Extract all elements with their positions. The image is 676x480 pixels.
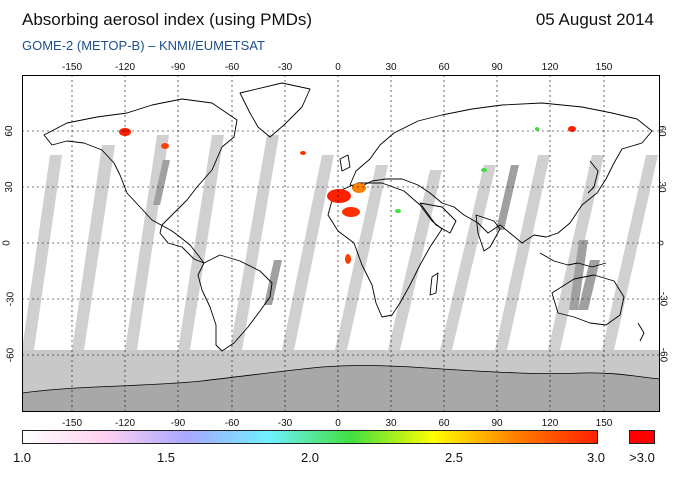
hotspot-sudan	[395, 209, 401, 213]
lon-tick-top: -90	[170, 62, 186, 73]
north-america	[43, 98, 238, 264]
map-date: 05 August 2014	[535, 10, 654, 29]
lon-tick-top: 30	[385, 62, 397, 73]
map-subtitle: GOME-2 (METOP-B) – KNMI/EUMETSAT	[22, 38, 265, 53]
graticule	[22, 75, 660, 412]
australia	[551, 274, 625, 326]
lon-tick-bottom: 30	[385, 418, 397, 429]
eurasia	[349, 102, 653, 244]
south-america	[197, 254, 273, 352]
lon-tick-top: 90	[491, 62, 503, 73]
colorbar	[22, 430, 598, 444]
lon-tick-bottom: 0	[335, 418, 341, 429]
aerosol-hotspots	[119, 126, 576, 264]
lat-tick-left: -60	[5, 347, 17, 363]
lon-tick-bottom: -30	[277, 418, 293, 429]
lon-tick-bottom: -120	[114, 418, 136, 429]
lon-tick-top: 60	[438, 62, 450, 73]
world-map	[22, 75, 660, 412]
lat-tick-left: 0	[1, 240, 13, 246]
hotspot-central-asia	[481, 168, 487, 172]
japan	[587, 160, 599, 194]
antarctica	[22, 365, 660, 412]
lon-tick-bottom: 90	[491, 418, 503, 429]
lon-tick-bottom: 120	[541, 418, 559, 429]
hotspot-atlantic	[300, 151, 306, 155]
hotspot-east-asia	[568, 126, 576, 132]
lon-tick-bottom: 60	[438, 418, 450, 429]
lon-tick-bottom: 150	[595, 418, 613, 429]
map-border	[22, 75, 660, 412]
lat-tick-left: -30	[5, 291, 17, 307]
lon-tick-bottom: -150	[61, 418, 83, 429]
colorbar-label: 2.0	[300, 450, 320, 465]
colorbar-label: 2.5	[444, 450, 464, 465]
lon-tick-top: 0	[335, 62, 341, 73]
hotspot-sahara-north	[352, 183, 366, 193]
africa	[327, 182, 443, 318]
hotspot-canada-east	[161, 143, 169, 149]
lon-tick-top: 120	[541, 62, 559, 73]
hotspot-central-africa	[345, 254, 351, 264]
map-title: Absorbing aerosol index (using PMDs)	[22, 10, 313, 29]
continent-outlines	[43, 82, 653, 352]
indonesia	[539, 252, 607, 268]
lat-tick-left: 60	[4, 125, 16, 137]
india	[475, 214, 501, 252]
lon-tick-top: -60	[224, 62, 240, 73]
british-isles	[339, 154, 351, 172]
lon-tick-top: 150	[595, 62, 613, 73]
colorbar-label: 1.5	[156, 450, 176, 465]
lon-tick-top: -30	[277, 62, 293, 73]
arabia	[419, 202, 457, 234]
lat-tick-left: 30	[4, 181, 16, 193]
lon-tick-top: -150	[61, 62, 83, 73]
colorbar-overflow-swatch	[629, 430, 655, 444]
lon-tick-bottom: -90	[170, 418, 186, 429]
hotspot-sahara-west	[327, 189, 351, 203]
hotspot-sahara-south	[342, 207, 360, 217]
madagascar	[429, 272, 439, 296]
lon-tick-top: -120	[114, 62, 136, 73]
hotspot-mongolia	[535, 127, 539, 131]
lon-tick-bottom: -60	[224, 418, 240, 429]
new-zealand	[637, 322, 645, 342]
colorbar-label: 3.0	[586, 450, 606, 465]
land-swath-gaps	[153, 160, 600, 310]
greenland	[239, 82, 311, 138]
colorbar-label: 1.0	[12, 450, 32, 465]
colorbar-overflow-label: >3.0	[629, 450, 655, 465]
